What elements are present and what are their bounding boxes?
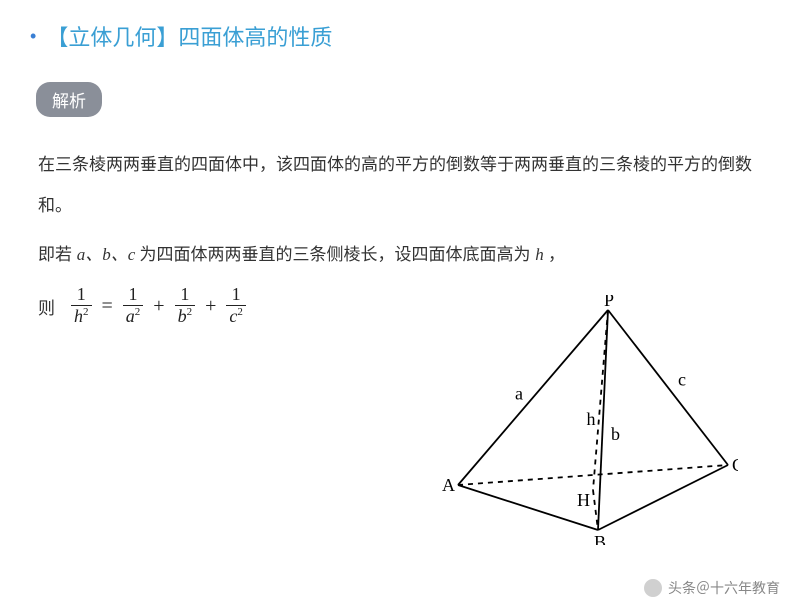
p2-prefix: 即若: [38, 245, 77, 264]
lhs-num: 1: [74, 285, 89, 305]
svg-text:C: C: [732, 455, 738, 475]
op-eq: =: [102, 295, 113, 318]
frac-t1: 1 a2: [123, 285, 144, 327]
svg-text:b: b: [611, 424, 620, 444]
t1-exp: 2: [135, 306, 141, 318]
lhs-den-var: h: [74, 306, 83, 326]
t3-den: c2: [226, 305, 246, 327]
t2-num: 1: [177, 285, 192, 305]
lhs-exp: 2: [83, 306, 89, 318]
diagram-svg: P A B C Ha c bh: [438, 295, 738, 545]
t1-den: a2: [123, 305, 144, 327]
t2-den: b2: [175, 305, 196, 327]
frac-t3: 1 c2: [226, 285, 246, 327]
section-badge: 解析: [36, 82, 102, 117]
svg-text:a: a: [515, 384, 523, 404]
frac-lhs: 1 h2: [71, 285, 92, 327]
t1-den-var: a: [126, 306, 135, 326]
svg-text:H: H: [577, 490, 590, 510]
paragraph-2: 即若 a、b、c 为四面体两两垂直的三条侧棱长，设四面体底面高为 h ，: [38, 235, 768, 276]
svg-text:B: B: [594, 532, 606, 545]
p2-hvar: h: [535, 245, 548, 264]
p2-vars: a、b、c: [77, 245, 140, 264]
p2-end: ，: [548, 245, 565, 264]
t3-num: 1: [229, 285, 244, 305]
frac-t2: 1 b2: [175, 285, 196, 327]
tetrahedron-diagram: P A B C Ha c bh: [438, 295, 738, 550]
t3-exp: 2: [237, 306, 243, 318]
title-row: • 【立体几何】四面体高的性质: [30, 20, 768, 52]
title-bullet: •: [30, 26, 36, 47]
t2-den-var: b: [178, 306, 187, 326]
t2-exp: 2: [187, 306, 193, 318]
p2-mid: 为四面体两两垂直的三条侧棱长，设四面体底面高为: [140, 245, 536, 264]
svg-text:c: c: [678, 370, 686, 390]
watermark: 头条＠十六年教育: [644, 578, 780, 598]
svg-text:A: A: [442, 475, 455, 495]
paragraph-1: 在三条棱两两垂直的四面体中，该四面体的高的平方的倒数等于两两垂直的三条棱的平方的…: [38, 145, 768, 227]
svg-text:P: P: [604, 295, 614, 310]
svg-text:h: h: [587, 409, 596, 429]
page-title: 【立体几何】四面体高的性质: [46, 20, 332, 52]
formula: 1 h2 = 1 a2 + 1 b2 + 1 c2: [67, 285, 250, 327]
t1-num: 1: [126, 285, 141, 305]
watermark-text: 头条＠十六年教育: [668, 578, 780, 598]
lhs-den: h2: [71, 305, 92, 327]
watermark-icon: [644, 579, 662, 597]
formula-prefix: 则: [38, 294, 55, 319]
op-plus1: +: [153, 295, 164, 318]
op-plus2: +: [205, 295, 216, 318]
